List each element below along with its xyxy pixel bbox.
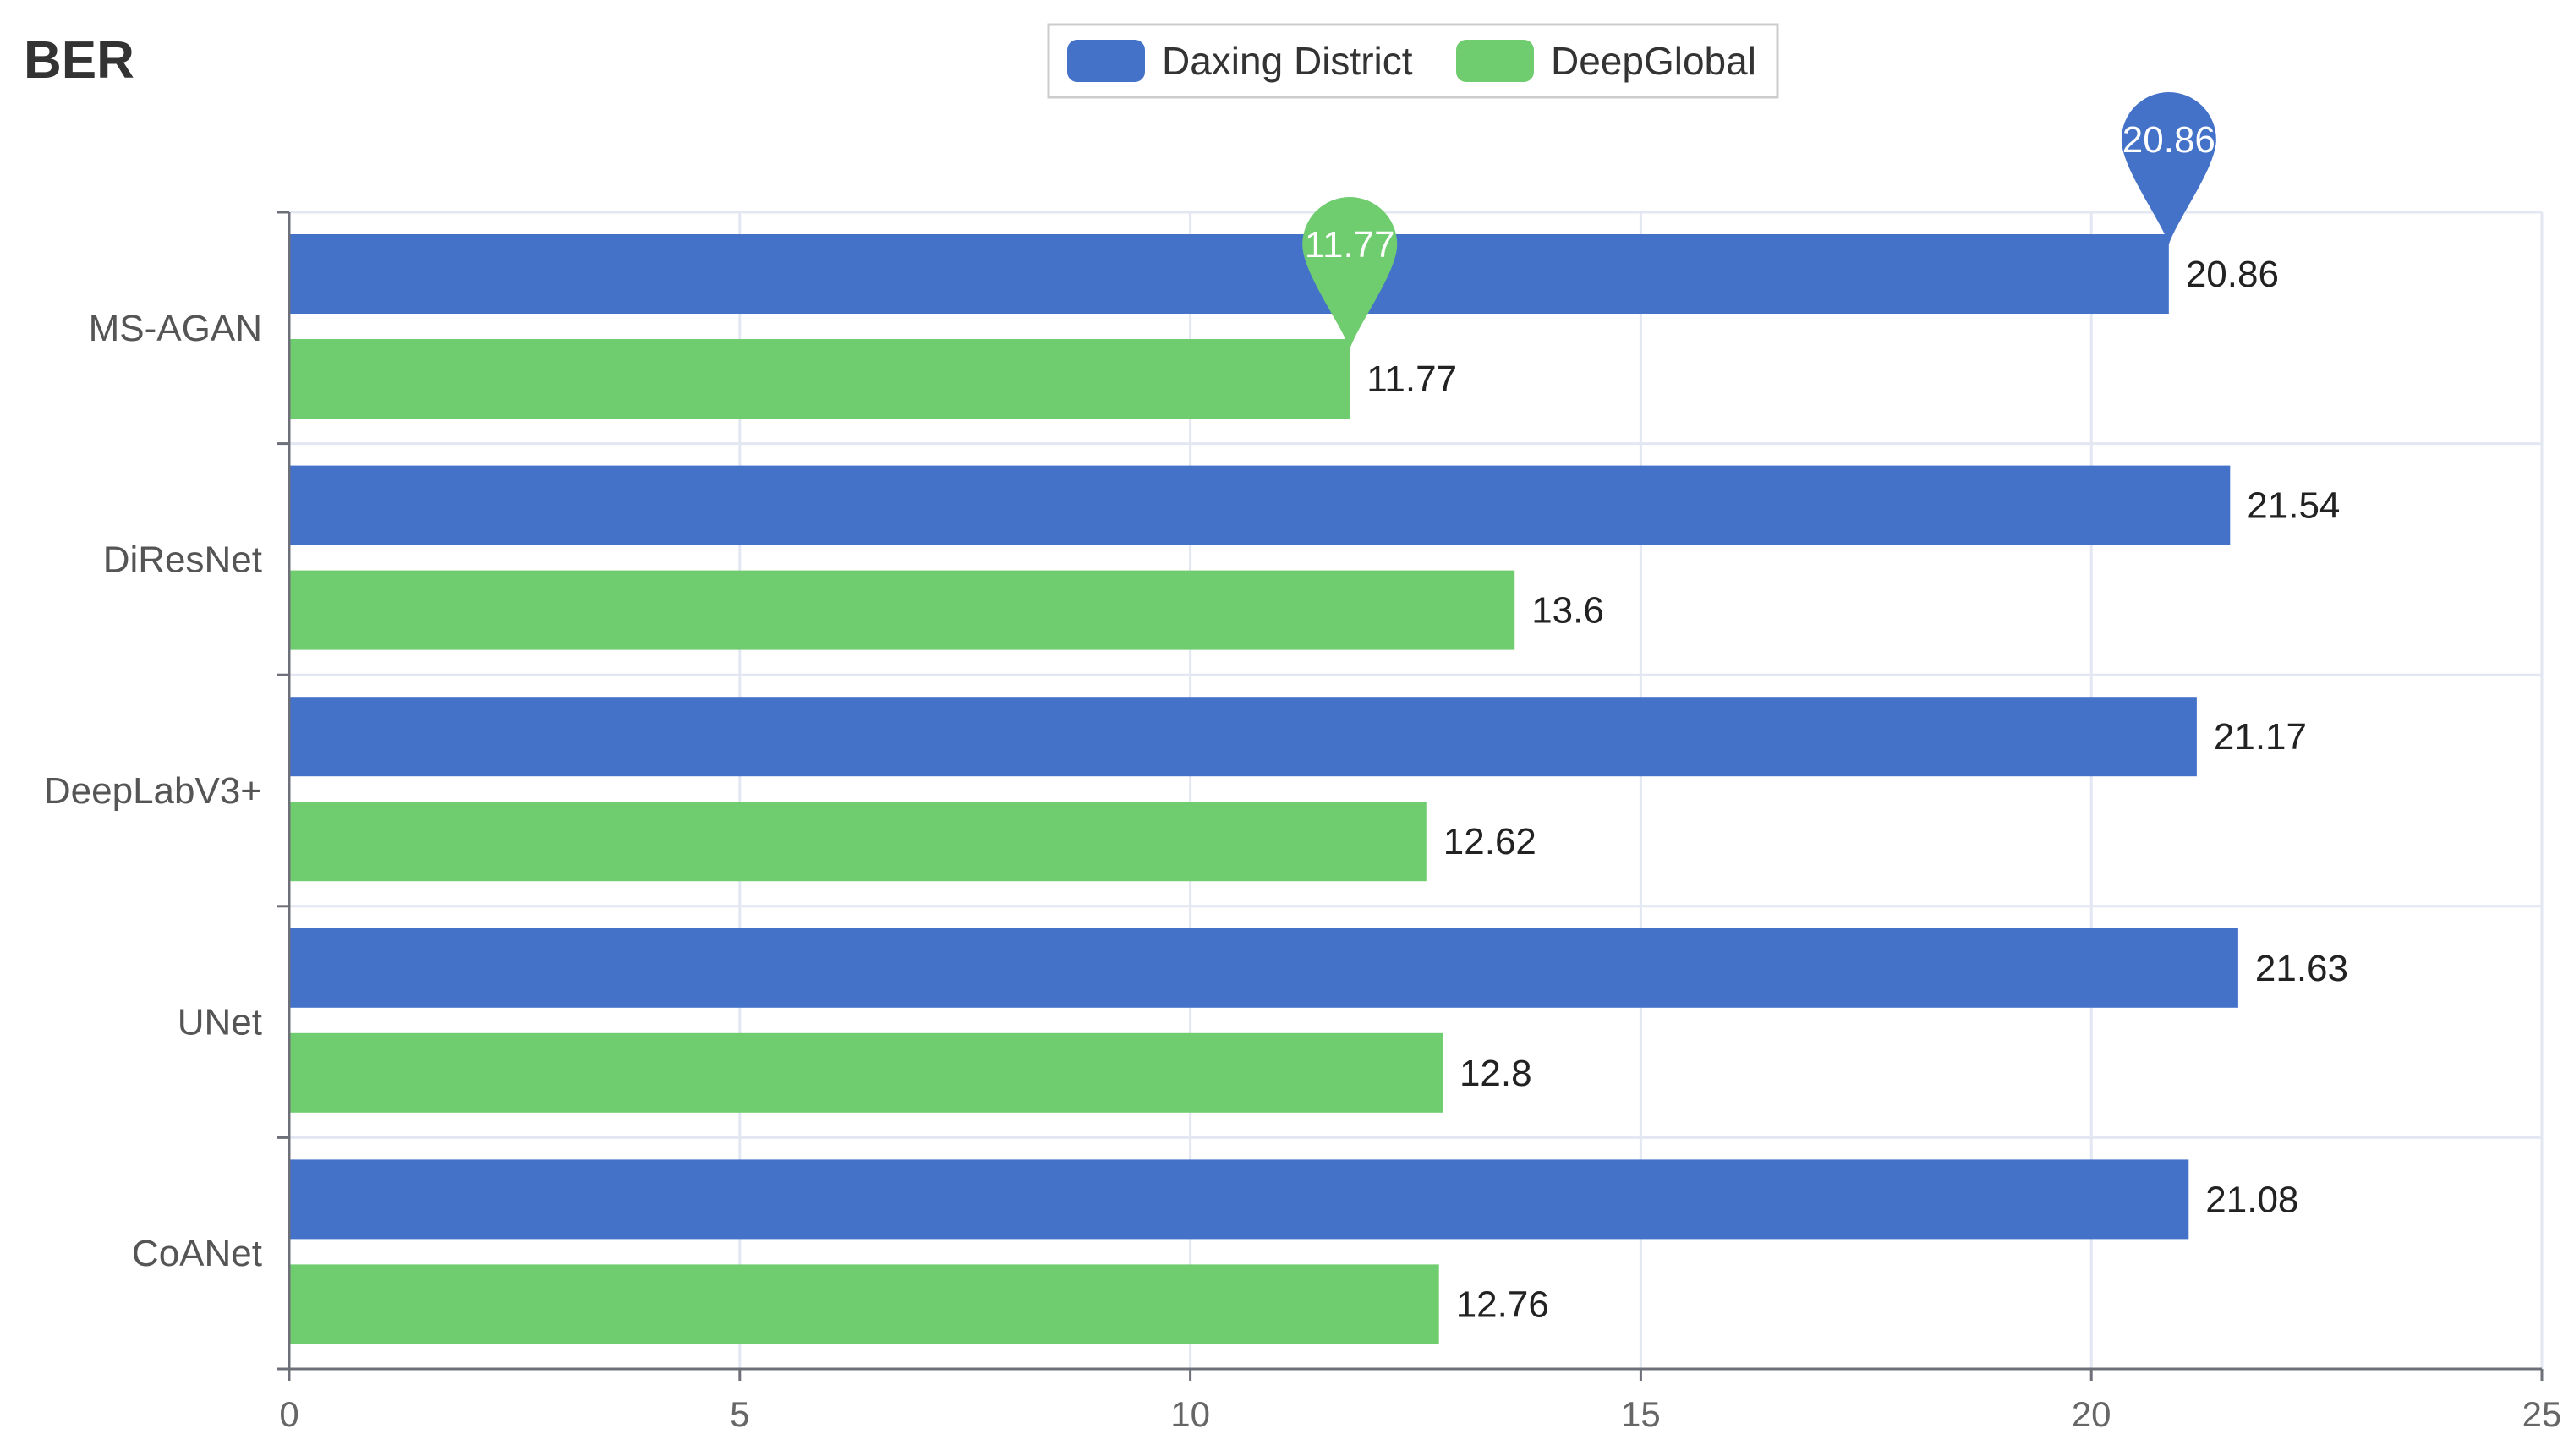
category-label: MS-AGAN [89, 308, 262, 349]
legend-item-0[interactable]: Daxing District [1067, 39, 1413, 83]
legend[interactable]: Daxing District DeepGlobal [1047, 23, 1779, 99]
marker-pin-label: 11.77 [1305, 224, 1395, 265]
bar-value-label: 11.77 [1366, 359, 1457, 400]
bar-value-label: 12.62 [1443, 821, 1536, 862]
bar-value-label: 21.54 [2247, 485, 2340, 527]
legend-frame [1047, 23, 1779, 99]
bar-value-label: 21.08 [2205, 1179, 2298, 1220]
bar-value-label: 20.86 [2186, 254, 2279, 295]
bar-series-1[interactable] [289, 802, 1427, 882]
x-tick-label: 5 [730, 1394, 749, 1434]
x-tick-label: 10 [1170, 1394, 1210, 1434]
grid-layer [289, 211, 2544, 1369]
legend-swatch [1067, 40, 1145, 82]
bar-value-label: 21.17 [2214, 716, 2307, 758]
category-label: UNet [178, 1002, 262, 1043]
marker-layer: 20.86 11.77 [1302, 92, 2216, 349]
bar-value-label: 21.63 [2255, 948, 2348, 989]
x-tick-label: 25 [2522, 1394, 2562, 1434]
marker-pin-icon[interactable] [2121, 92, 2216, 244]
bar-series-1[interactable] [289, 339, 1350, 419]
category-label: DeepLabV3+ [44, 770, 262, 812]
bar-series-0[interactable] [289, 1159, 2189, 1240]
bar-series-0[interactable] [289, 928, 2238, 1008]
marker-pin-label: 20.86 [2122, 119, 2215, 161]
label-layer: 20.86 21.54 21.17 21.63 21.08 11.77 13.6 12.62 1… [1366, 254, 2348, 1325]
bar-value-label: 13.6 [1531, 590, 1604, 632]
axis-layer: 0 5 10 15 20 25 MS-AGAN DiResNet DeepLabV3+ UNet C… [44, 211, 2562, 1434]
bar-value-label: 12.76 [1456, 1284, 1549, 1325]
bar-series-1[interactable] [289, 570, 1515, 650]
bar-series-1[interactable] [289, 1264, 1439, 1344]
x-tick-label: 0 [279, 1394, 298, 1434]
marker-pin-icon[interactable] [1302, 197, 1398, 349]
chart-title: BER [24, 31, 134, 90]
legend-label: Daxing District [1162, 39, 1413, 83]
category-label: DiResNet [103, 539, 262, 580]
bar-series-1[interactable] [289, 1032, 1443, 1113]
legend-label: DeepGlobal [1551, 39, 1756, 83]
legend-swatch [1456, 40, 1534, 82]
bar-value-label: 12.8 [1460, 1053, 1532, 1094]
bar-series-0[interactable] [289, 465, 2231, 545]
bar-layer [289, 234, 2238, 1344]
category-label: CoANet [132, 1233, 262, 1274]
bar-series-0[interactable] [289, 697, 2197, 777]
x-tick-label: 15 [1621, 1394, 1661, 1434]
bar-series-0[interactable] [289, 234, 2169, 314]
x-tick-label: 20 [2072, 1394, 2111, 1434]
legend-item-1[interactable]: DeepGlobal [1456, 39, 1756, 83]
